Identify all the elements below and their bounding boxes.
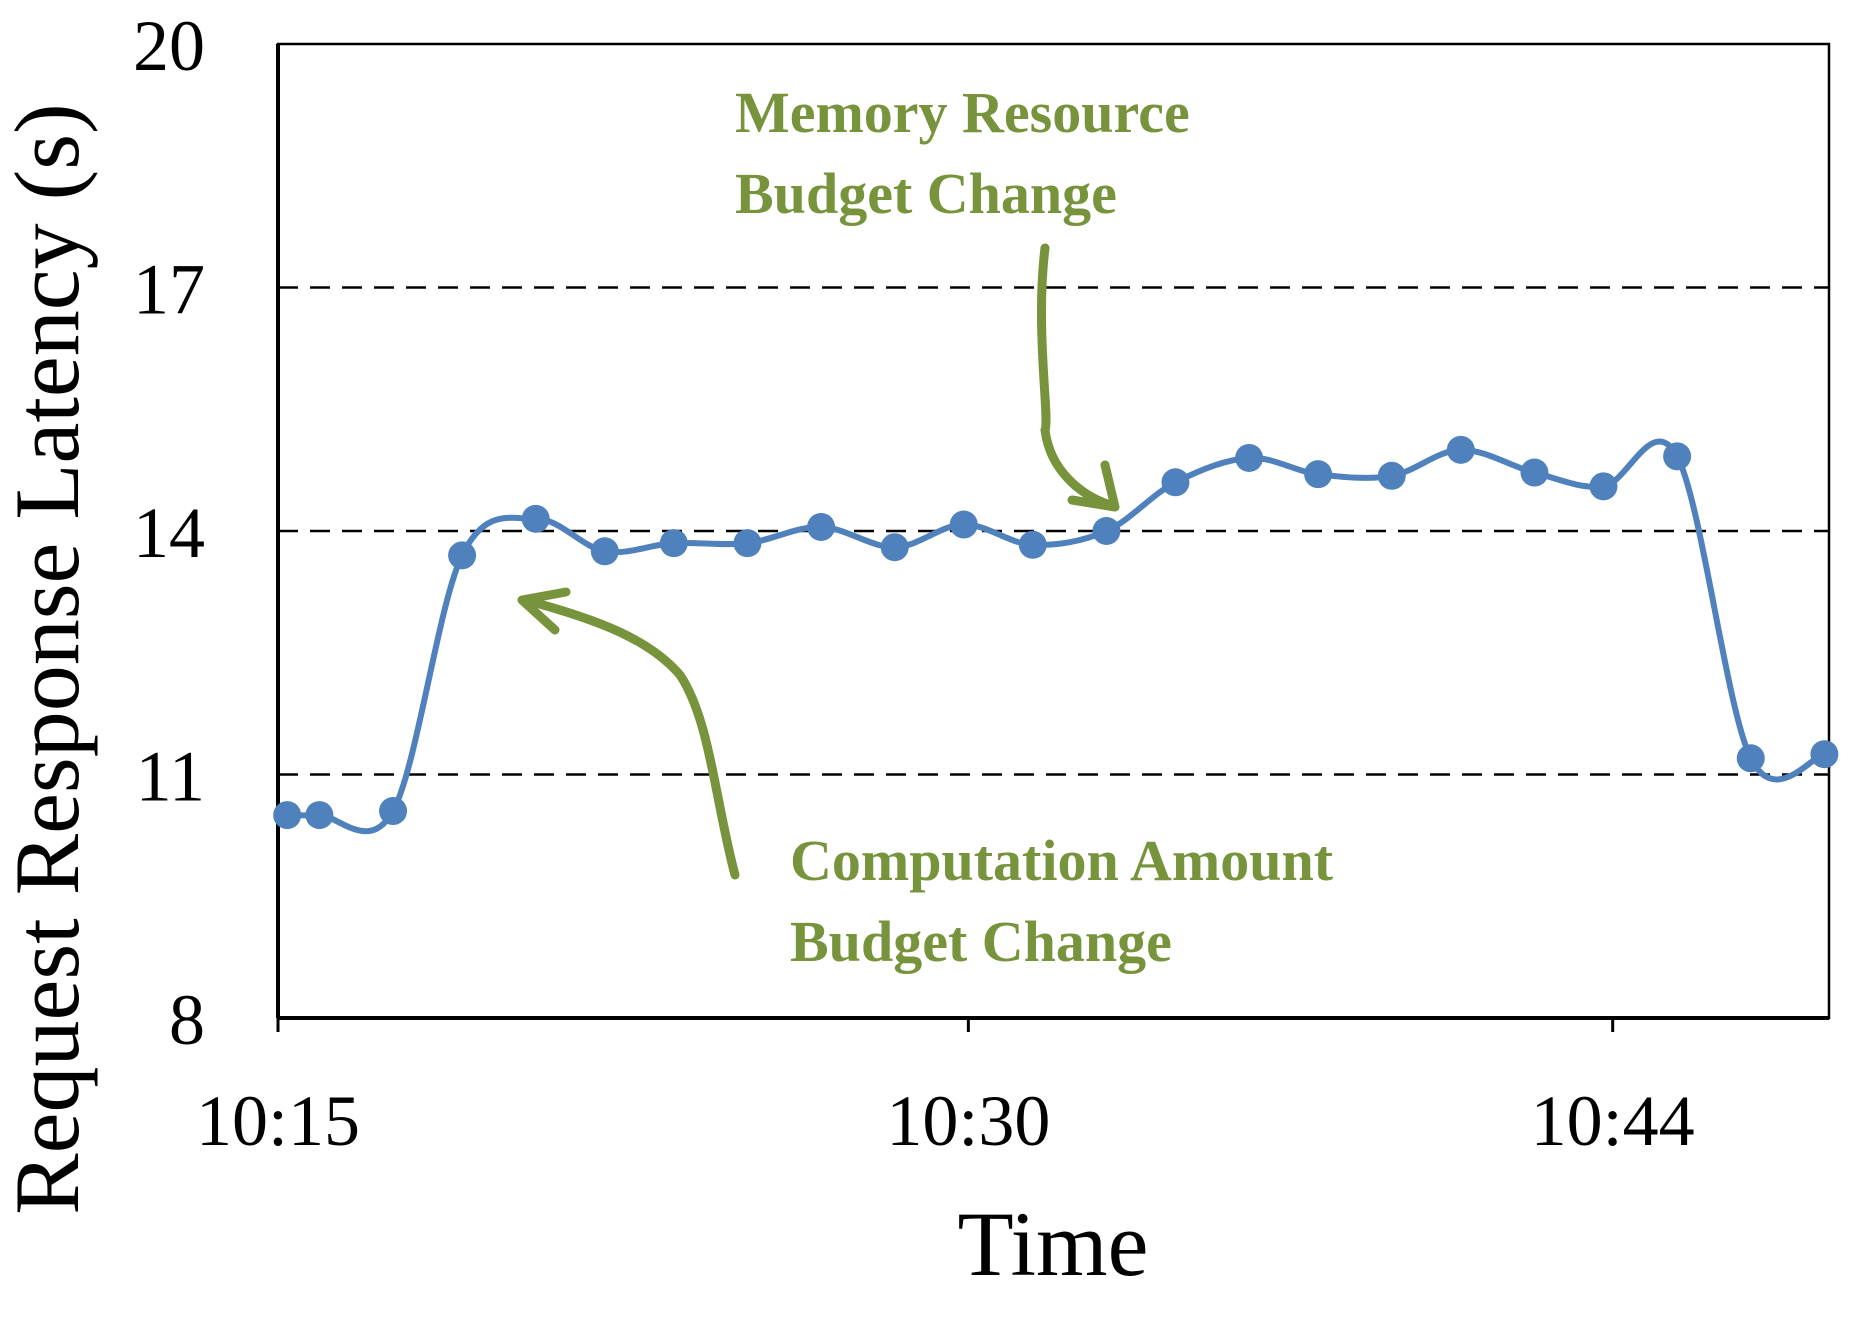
y-tick-label: 20 bbox=[133, 6, 205, 86]
x-tick-label: 10:30 bbox=[886, 1081, 1050, 1161]
data-point bbox=[1736, 744, 1765, 773]
annotation-memory-line-1: Memory Resource bbox=[735, 80, 1190, 145]
annotation-computation-arrowhead bbox=[517, 587, 571, 635]
data-point bbox=[949, 510, 978, 539]
data-point bbox=[1235, 443, 1264, 472]
annotation-computation-line-2: Budget Change bbox=[790, 909, 1172, 974]
y-tick-label: 11 bbox=[136, 737, 205, 817]
data-point bbox=[521, 504, 550, 533]
data-point bbox=[659, 529, 688, 558]
data-point bbox=[273, 801, 302, 830]
data-point bbox=[1810, 740, 1839, 769]
annotation-memory-line-2: Budget Change bbox=[735, 161, 1117, 226]
y-tick-label: 8 bbox=[169, 980, 205, 1060]
data-point bbox=[1377, 461, 1406, 490]
x-axis-title: Time bbox=[958, 1193, 1149, 1295]
annotation-computation-arrow bbox=[520, 595, 740, 880]
annotation-memory-budget-change: Memory Resource Budget Change bbox=[735, 80, 1190, 512]
data-point bbox=[1663, 442, 1692, 471]
data-point bbox=[1589, 472, 1618, 501]
data-point bbox=[1161, 468, 1190, 497]
data-point bbox=[1520, 458, 1549, 487]
data-point bbox=[880, 533, 909, 562]
data-point bbox=[1304, 460, 1333, 489]
gridlines bbox=[278, 286, 1829, 776]
x-tick-label: 10:44 bbox=[1531, 1081, 1695, 1161]
annotation-computation-budget-change: Computation Amount Budget Change bbox=[517, 587, 1334, 974]
data-point bbox=[733, 529, 762, 558]
y-axis-title: Request Response Latency (s) bbox=[0, 103, 98, 1214]
data-point bbox=[305, 801, 334, 830]
series-group bbox=[273, 435, 1839, 835]
y-tick-label: 14 bbox=[133, 493, 205, 573]
annotation-memory-arrowhead bbox=[1067, 460, 1120, 512]
data-point bbox=[379, 797, 408, 826]
y-tick-label: 17 bbox=[133, 250, 205, 330]
y-axis-ticks: 8 11 14 17 20 bbox=[133, 6, 205, 1060]
data-point bbox=[590, 537, 619, 566]
annotation-memory-arrow bbox=[1037, 243, 1115, 510]
series-line-0 bbox=[287, 438, 1826, 835]
data-point bbox=[1092, 517, 1121, 545]
data-point bbox=[448, 541, 477, 570]
axes bbox=[276, 42, 1831, 1020]
data-point bbox=[807, 512, 836, 541]
annotation-computation-line-1: Computation Amount bbox=[790, 828, 1334, 893]
data-point bbox=[1446, 435, 1475, 464]
data-point bbox=[1018, 530, 1047, 559]
x-tick-label: 10:15 bbox=[196, 1081, 360, 1161]
x-axis-ticks: 10:15 10:30 10:44 bbox=[196, 1018, 1695, 1161]
